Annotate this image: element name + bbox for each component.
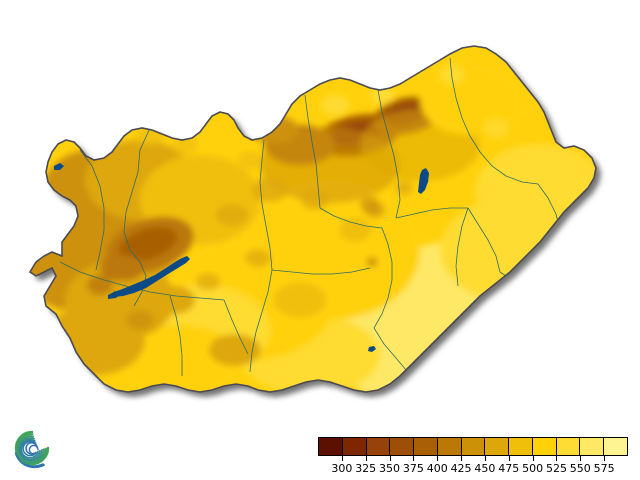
colorbar-cell-5 (437, 438, 462, 455)
colorbar-cell-1 (342, 438, 367, 455)
colorbar-tick-500 (532, 456, 534, 461)
colorbar-tick-label-575: 575 (593, 462, 615, 475)
colorbar-tick-350 (389, 456, 391, 461)
colorbar-tick-label-450: 450 (474, 462, 496, 475)
colorbar-cell-0 (319, 438, 343, 455)
colorbar-tick-label-325: 325 (355, 462, 377, 475)
map-panel (28, 45, 597, 393)
colorbar-tick-label-350: 350 (379, 462, 401, 475)
hungary-map-svg (28, 45, 597, 393)
radiation-field (30, 46, 596, 392)
colorbar-tick-label-300: 300 (331, 462, 353, 475)
colorbar-tick-label-400: 400 (426, 462, 448, 475)
colorbar-tick-axis: 300 325 350 375 400 425 450 475 500 525 550 575 (318, 456, 628, 478)
hungaromet-spiral-logo (4, 420, 60, 476)
colorbar-tick-525 (556, 456, 558, 461)
lake-balaton (113, 256, 190, 297)
colorbar-tick-label-425: 425 (450, 462, 472, 475)
colorbar-cell-6 (461, 438, 486, 455)
colorbar-cell-2 (366, 438, 391, 455)
colorbar-tick-450 (484, 456, 486, 461)
colorbar-cell-9 (532, 438, 557, 455)
lake-tisza (418, 168, 429, 194)
colorbar-cell-11 (580, 438, 605, 455)
colorbar-tick-575 (604, 456, 606, 461)
colorbar-cell-4 (414, 438, 438, 455)
lake-ferto (54, 163, 64, 170)
lake-velence (368, 346, 376, 352)
colorbar-tick-550 (580, 456, 582, 461)
colorbar-tick-label-550: 550 (569, 462, 591, 475)
colorbar-tick-300 (341, 456, 343, 461)
colorbar-cell-8 (509, 438, 533, 455)
colorbar-tick-label-525: 525 (545, 462, 567, 475)
colorbar-cell-7 (485, 438, 510, 455)
colorbar-tick-label-500: 500 (522, 462, 544, 475)
colorbar-cell-3 (390, 438, 415, 455)
colorbar-tick-325 (365, 456, 367, 461)
colorbar-tick-400 (437, 456, 439, 461)
water-bodies (54, 163, 429, 352)
colorbar-cell-12 (604, 438, 627, 455)
colorbar-tick-label-475: 475 (498, 462, 520, 475)
colorbar-cell-10 (556, 438, 581, 455)
colorbar-tick-375 (413, 456, 415, 461)
colorbar-tick-425 (461, 456, 463, 461)
colorbar-tick-475 (508, 456, 510, 461)
radiation-colorbar (318, 437, 628, 456)
colorbar-tick-label-375: 375 (402, 462, 424, 475)
country-outline (28, 45, 597, 393)
